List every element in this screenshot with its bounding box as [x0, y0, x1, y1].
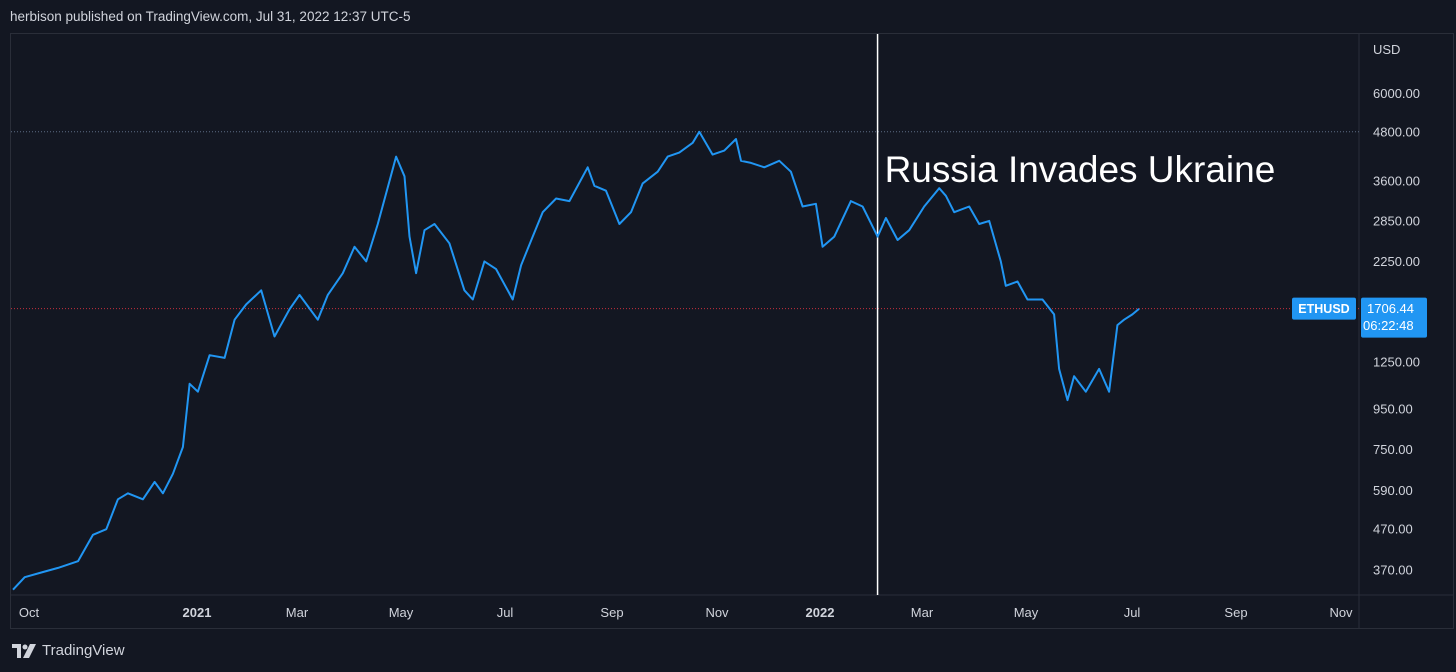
price-tick-label: 2850.00 — [1373, 213, 1420, 228]
last-price-badge: 1706.44 06:22:48 — [1361, 297, 1427, 338]
time-tick-label: May — [1014, 605, 1039, 620]
price-tick-label: 4800.00 — [1373, 124, 1420, 139]
price-chart[interactable]: USD 6000.00 4800.00 3600.00 2850.00 2250.00 1… — [10, 33, 1454, 629]
symbol-label: ETHUSD — [1298, 302, 1349, 316]
price-tick-label: 3600.00 — [1373, 173, 1420, 188]
publish-header: herbison published on TradingView.com, J… — [0, 0, 1456, 33]
plot-area[interactable] — [11, 34, 1359, 628]
last-price-badge-bg — [1361, 297, 1427, 338]
price-axis[interactable]: 6000.00 4800.00 3600.00 2850.00 2250.00 1250.… — [1373, 86, 1420, 578]
time-tick-label: Mar — [911, 605, 934, 620]
tradingview-brand-text: TradingView — [42, 642, 125, 659]
tradingview-logo[interactable]: TradingView — [12, 642, 125, 659]
tradingview-logo-icon — [12, 643, 36, 658]
time-tick-label: Nov — [705, 605, 729, 620]
time-tick-label: Jul — [1124, 605, 1141, 620]
price-tick-label: 1250.00 — [1373, 354, 1420, 369]
price-tick-label: 370.00 — [1373, 563, 1413, 578]
footer: TradingView — [0, 630, 1456, 672]
publisher-info: herbison published on TradingView.com, J… — [10, 9, 411, 24]
time-tick-label: May — [389, 605, 414, 620]
symbol-badge-bg — [1292, 297, 1356, 320]
time-tick-label: Jul — [497, 605, 514, 620]
currency-label: USD — [1373, 42, 1400, 57]
time-tick-label: Nov — [1329, 605, 1353, 620]
price-tick-label: 950.00 — [1373, 401, 1413, 416]
bar-countdown-label: 06:22:48 — [1363, 318, 1414, 333]
chart-canvas: USD 6000.00 4800.00 3600.00 2850.00 2250.00 1… — [11, 34, 1453, 628]
price-tick-label: 2250.00 — [1373, 254, 1420, 269]
symbol-badge: ETHUSD — [1292, 297, 1356, 320]
time-tick-label: Oct — [19, 605, 40, 620]
time-axis[interactable]: Oct 2021 Mar May Jul Sep Nov 2022 Mar May Jul Sep No… — [19, 605, 1353, 620]
annotation-text[interactable]: Russia Invades Ukraine — [885, 149, 1276, 190]
time-tick-label: 2021 — [183, 605, 212, 620]
time-tick-label: 2022 — [806, 605, 835, 620]
time-tick-label: Mar — [286, 605, 309, 620]
price-tick-label: 750.00 — [1373, 442, 1413, 457]
price-tick-label: 590.00 — [1373, 483, 1413, 498]
time-tick-label: Sep — [600, 605, 623, 620]
price-tick-label: 6000.00 — [1373, 86, 1420, 101]
time-tick-label: Sep — [1224, 605, 1247, 620]
price-tick-label: 470.00 — [1373, 522, 1413, 537]
last-price-label: 1706.44 — [1367, 301, 1414, 316]
ethusd-price-line — [12, 130, 1140, 591]
